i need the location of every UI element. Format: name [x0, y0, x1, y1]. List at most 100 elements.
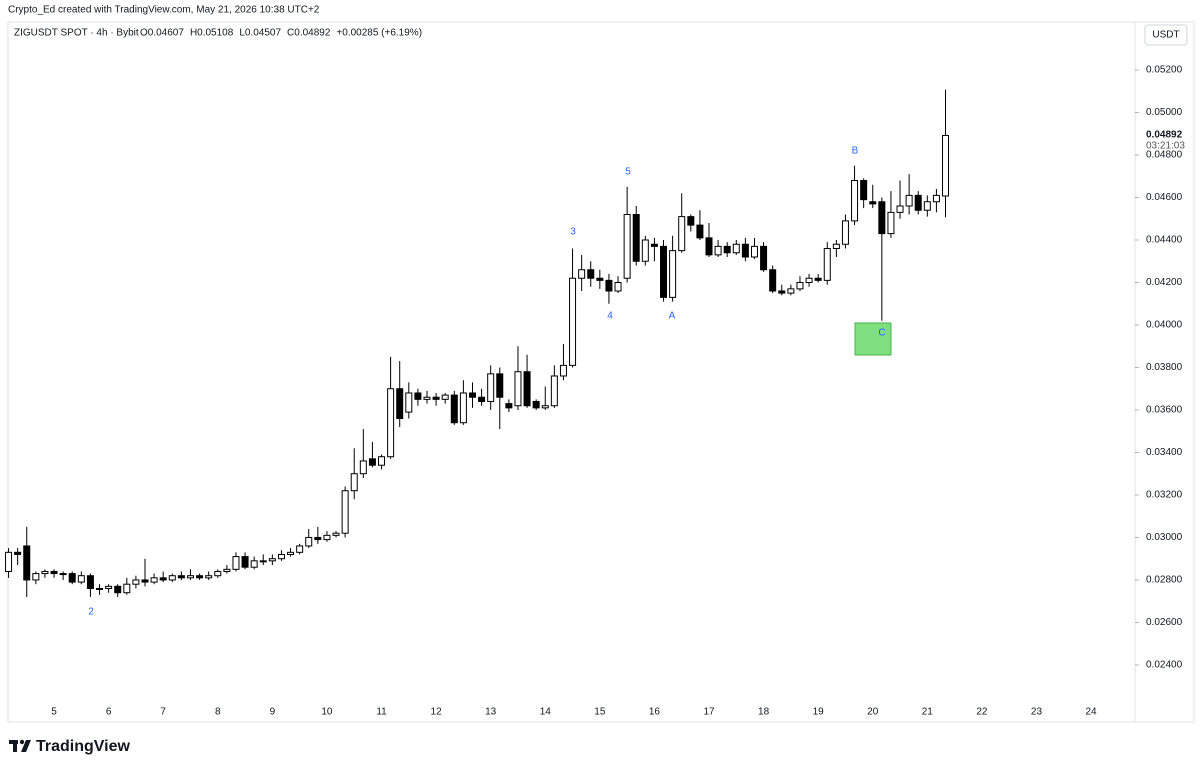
symbol: ZIGUSDT SPOT · 4h · Bybit [14, 28, 139, 39]
wave-label: 2 [88, 607, 94, 618]
x-tick-label: 5 [51, 707, 57, 718]
candle-body [796, 281, 804, 290]
candle-body [669, 250, 677, 298]
candle-body [241, 556, 249, 568]
candle-body [550, 375, 558, 407]
candle-body [105, 585, 113, 589]
candle-body [123, 583, 131, 594]
wave-label: B [852, 146, 859, 157]
candle-body [514, 371, 522, 407]
candle-body [814, 277, 822, 281]
candle-body [50, 570, 58, 575]
candle-body [196, 575, 204, 579]
candle-body [387, 388, 395, 458]
candle-body [660, 245, 668, 298]
candle-body [14, 551, 22, 555]
candle-body [314, 536, 322, 541]
y-tick-label: 0.03400 [1146, 447, 1183, 458]
candle-body [823, 247, 831, 281]
y-tick-label: 0.05200 [1146, 65, 1183, 76]
chart-frame [7, 21, 1195, 723]
x-tick-label: 19 [813, 707, 825, 718]
candle-body [896, 205, 904, 213]
x-tick-label: 12 [431, 707, 443, 718]
x-tick-label: 8 [215, 707, 221, 718]
candle-body [578, 269, 586, 279]
candle-body [186, 575, 194, 579]
candle-body [86, 575, 94, 589]
y-tick-label: 0.02600 [1146, 617, 1183, 628]
x-tick-label: 7 [160, 707, 166, 718]
logo-part [13, 740, 17, 752]
y-tick-label: 0.04200 [1146, 277, 1183, 288]
candle-body [787, 288, 795, 294]
x-tick-label: 11 [376, 707, 387, 718]
wave-label: C [878, 328, 885, 339]
candle-body [696, 224, 704, 239]
candle-body [114, 585, 122, 594]
candle-body [414, 392, 422, 400]
x-tick-label: 24 [1086, 707, 1098, 718]
candle-body [932, 194, 940, 203]
candle-body [287, 551, 295, 555]
candle-body [23, 545, 31, 581]
candle-body [905, 194, 913, 207]
candle-body [259, 560, 267, 563]
candle-body [432, 396, 440, 400]
candle-body [714, 245, 722, 256]
candle-body [687, 216, 695, 226]
x-tick-label: 6 [106, 707, 112, 718]
candle-body [623, 214, 631, 279]
candle-body [559, 364, 567, 377]
candle-body [168, 575, 176, 581]
currency[interactable]: USDT [1152, 30, 1179, 41]
candle-body [487, 373, 495, 402]
ohlc-value: H0.05108 [190, 28, 234, 39]
candle-body [541, 405, 549, 409]
candle-body [132, 579, 140, 585]
y-tick-label: 0.03000 [1146, 532, 1183, 543]
candle-body [769, 269, 777, 292]
y-tick-label: 0.04600 [1146, 192, 1183, 203]
candle-body [332, 532, 340, 536]
candle-body [914, 194, 922, 211]
candle-body [778, 290, 786, 294]
candle-body [942, 134, 950, 197]
candle-body [68, 573, 76, 583]
candle-body [805, 277, 813, 283]
currency-box[interactable] [1144, 24, 1188, 46]
candle-body [214, 570, 222, 577]
ohlc-legend: O0.04607 H0.05108 L0.04507 C0.04892 +0.00285… [140, 28, 422, 39]
y-tick-label: 0.02800 [1146, 575, 1183, 586]
candle-body [96, 587, 104, 590]
x-tick-label: 18 [758, 707, 770, 718]
candle-body [223, 568, 231, 572]
wave-label: A [669, 311, 676, 322]
candle-body [505, 403, 513, 409]
candle-body [832, 243, 840, 249]
candle-body [396, 388, 404, 419]
candle-body [250, 560, 258, 568]
candle-body [614, 281, 622, 292]
y-tick-label: 0.03600 [1146, 405, 1183, 416]
x-tick-label: 17 [703, 707, 715, 718]
candle-body [851, 180, 859, 222]
candle-body [296, 545, 304, 553]
candle-body [159, 577, 167, 581]
candle-body [741, 243, 749, 258]
y-tick-label: 0.02400 [1146, 660, 1183, 671]
y-tick-label: 0.03800 [1146, 362, 1183, 373]
y-tick-label: 0.04400 [1146, 235, 1183, 246]
x-tick-label: 14 [540, 707, 552, 718]
candle-body [587, 269, 595, 279]
candle-body [150, 577, 158, 583]
candle-body [869, 201, 877, 205]
credit: Crypto_Ed created with TradingView.com, … [8, 5, 320, 16]
candle-body [732, 243, 740, 254]
ohlc-value: C0.04892 [287, 28, 331, 39]
candle-body [277, 553, 285, 560]
y-tick-label: 0.04800 [1146, 150, 1183, 161]
logo-part [19, 739, 25, 745]
candle-body [496, 373, 504, 398]
